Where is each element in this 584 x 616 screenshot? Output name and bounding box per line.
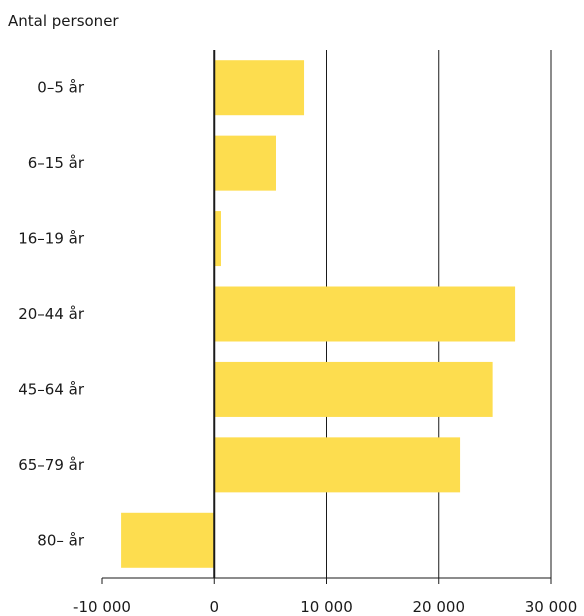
x-tick-label: 20 000 xyxy=(413,598,466,616)
category-label: 0–5 år xyxy=(37,79,85,97)
category-label: 16–19 år xyxy=(18,230,85,248)
category-label: 20–44 år xyxy=(18,305,85,323)
x-tick-label: 30 000 xyxy=(525,598,578,616)
category-label: 65–79 år xyxy=(18,456,85,474)
bar xyxy=(214,286,516,342)
bar xyxy=(214,135,276,191)
x-tick-label: -10 000 xyxy=(73,598,131,616)
bar xyxy=(214,437,461,493)
bar xyxy=(214,361,493,417)
category-label: 45–64 år xyxy=(18,380,85,398)
bar xyxy=(214,60,305,116)
x-tick-label: 0 xyxy=(209,598,219,616)
x-tick-label: 10 000 xyxy=(300,598,353,616)
bar xyxy=(214,211,221,267)
y-axis-title: Antal personer xyxy=(8,12,119,30)
category-label: 6–15 år xyxy=(28,154,85,172)
bar xyxy=(121,512,215,568)
category-label: 80– år xyxy=(37,531,85,549)
